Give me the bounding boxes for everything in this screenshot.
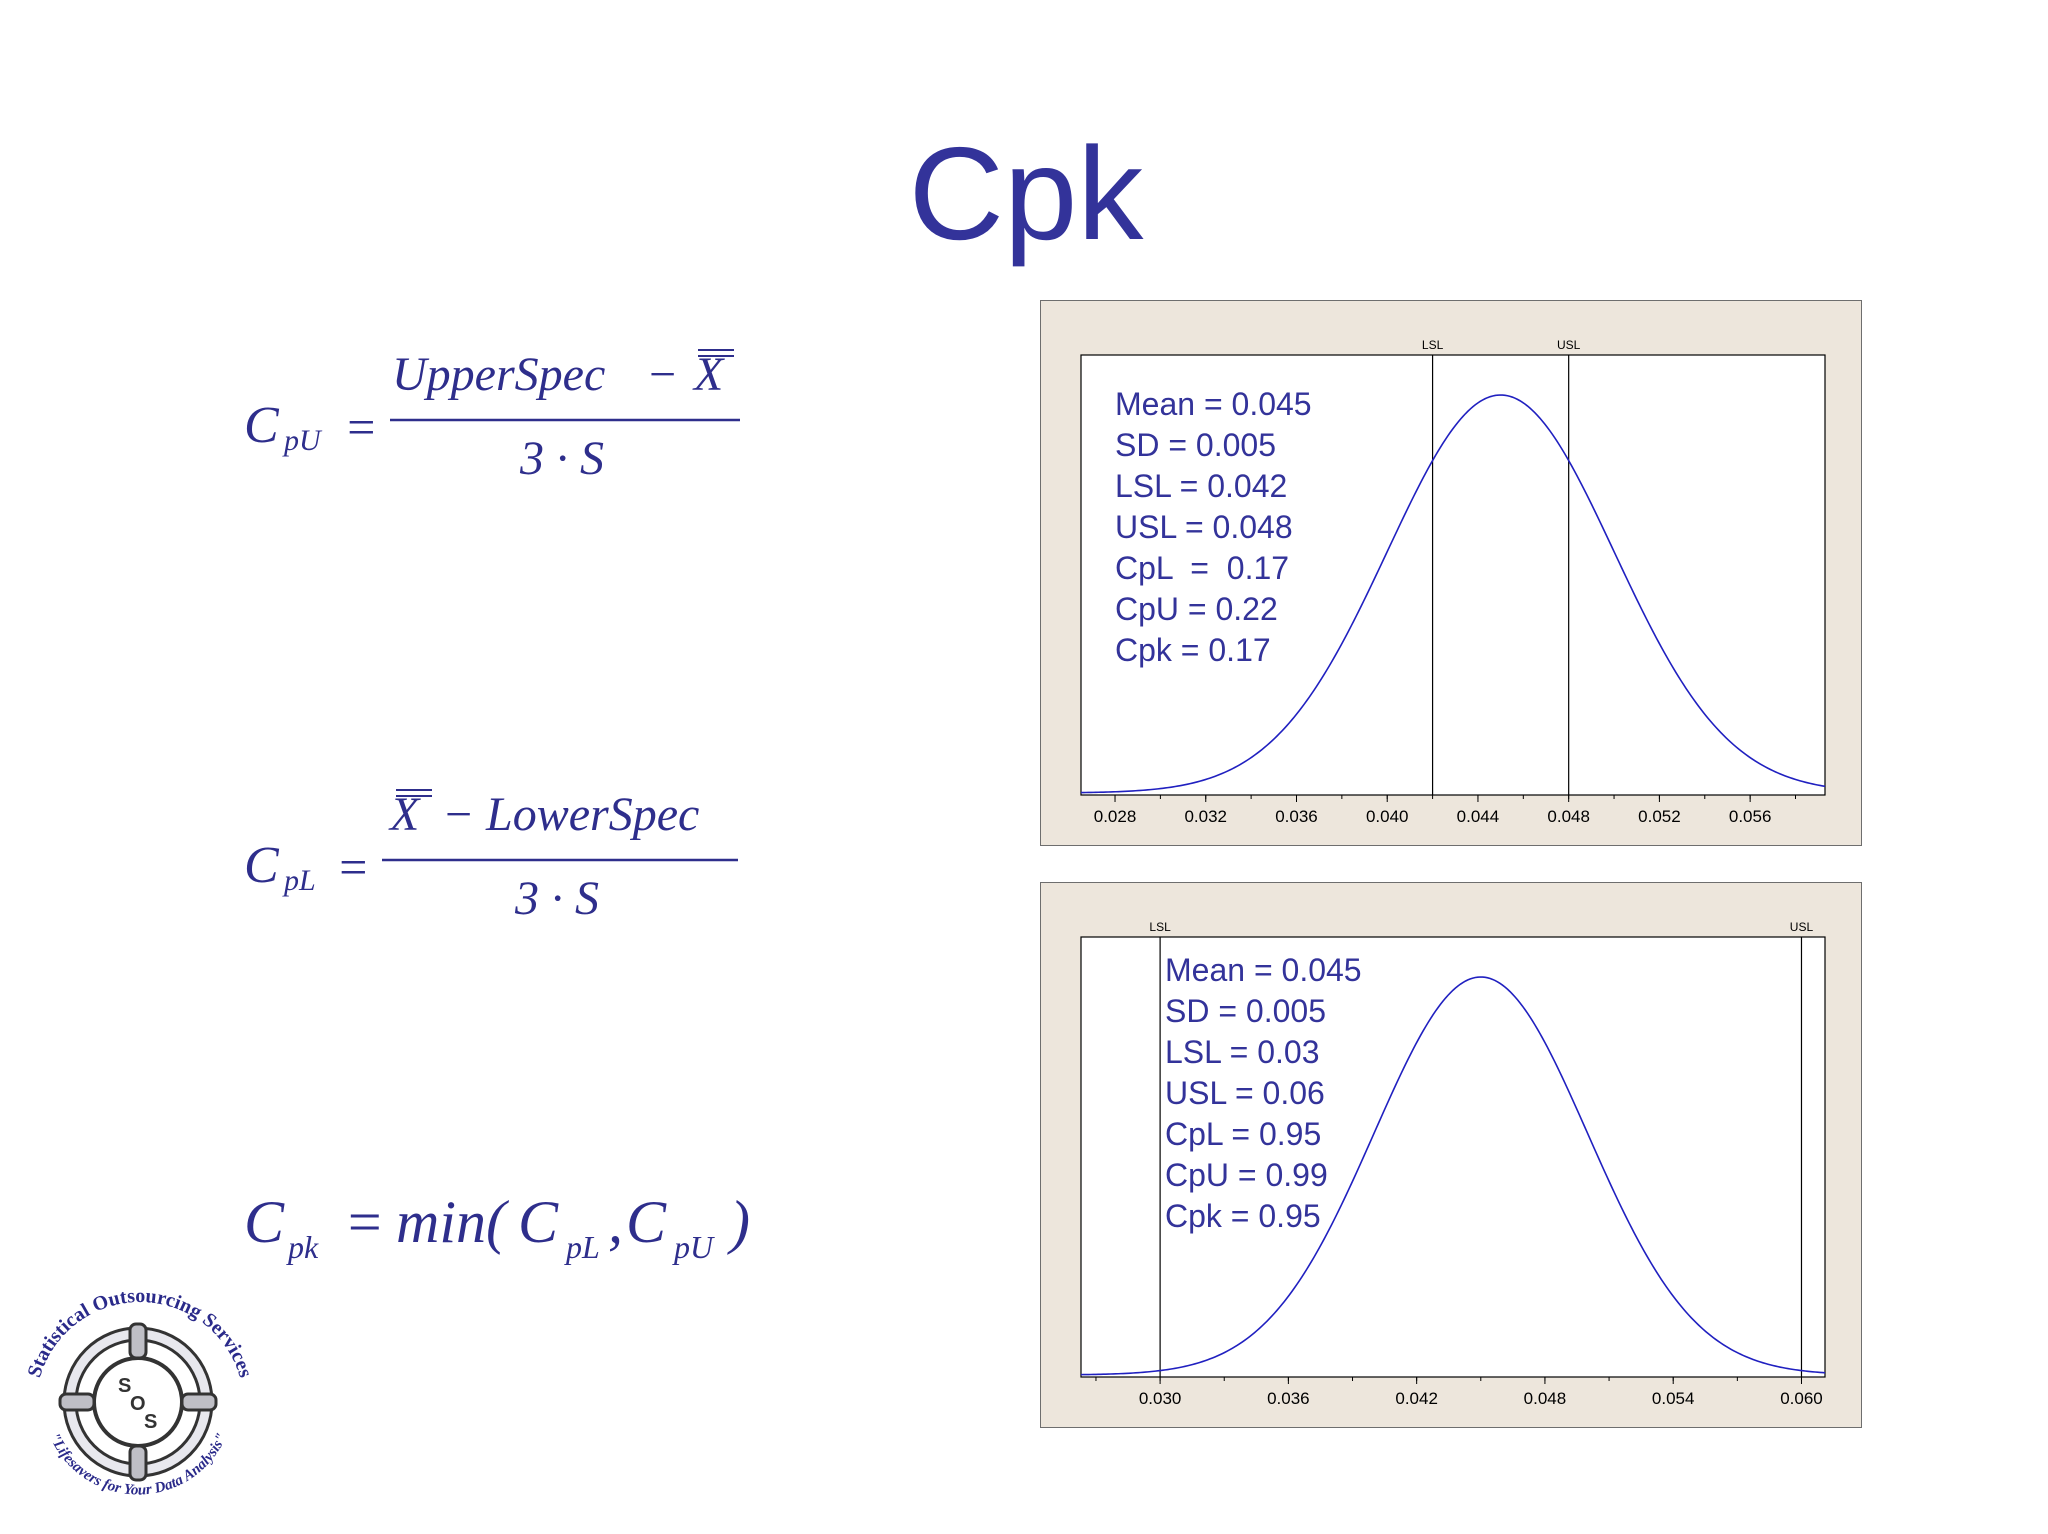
stat-annotation: CpL = 0.17 [1115,550,1289,586]
x-tick-label: 0.048 [1524,1389,1567,1408]
stat-annotation: USL = 0.048 [1115,509,1293,545]
logo-letter-s2: S [144,1411,157,1433]
formula-cpl: C pL = X − LowerSpec 3 · S [244,788,738,925]
stat-annotation: SD = 0.005 [1165,993,1326,1029]
x-tick-label: 0.032 [1184,807,1227,826]
cpk-min-func: min( [396,1189,510,1255]
x-tick-label: 0.036 [1275,807,1318,826]
logo-letter-o: O [130,1393,146,1415]
x-tick-label: 0.040 [1366,807,1409,826]
cpu-numerator-op: − [646,348,678,401]
reference-label-lsl: LSL [1422,338,1444,352]
x-tick-label: 0.030 [1139,1389,1182,1408]
cpu-numerator-left: UpperSpec [392,348,605,401]
cpk-arg1-c: C [518,1189,559,1255]
sos-logo: Statistical Outsourcing Services "Lifesa… [23,1285,256,1499]
cpl-equals: = [336,839,370,895]
cpl-denominator: 3 · S [514,872,599,925]
density-curve [1080,394,1826,794]
cpk-comma: , [608,1189,623,1255]
x-tick-label: 0.054 [1652,1389,1695,1408]
x-tick-label: 0.048 [1547,807,1590,826]
stat-annotation: USL = 0.06 [1165,1075,1325,1111]
lifebuoy-icon [58,1322,218,1482]
cpu-equals: = [344,399,378,455]
cpk-lhs-sub: pk [286,1229,319,1265]
logo-letter-s1: S [118,1375,131,1397]
cpl-lhs-c: C [244,837,280,894]
stat-annotation: LSL = 0.03 [1165,1034,1320,1070]
cpu-lhs-sub: pU [282,424,323,457]
cpl-numerator-right: LowerSpec [485,788,699,841]
stat-annotation: SD = 0.005 [1115,427,1276,463]
cpk-lhs-c: C [244,1189,285,1255]
x-tick-label: 0.056 [1729,807,1772,826]
x-tick-label: 0.044 [1457,807,1500,826]
stat-annotation: Mean = 0.045 [1165,952,1362,988]
chart-panel-1: 0.028 0.032 0.036 0.040 0.044 0.048 0.052 0.056… [1040,300,1862,846]
density-curve [1080,976,1826,1376]
stat-annotation: Cpk = 0.17 [1115,632,1271,668]
slide-title: Cpk [908,120,1144,267]
reference-label-usl: USL [1790,920,1814,934]
reference-label-usl: USL [1557,338,1581,352]
x-tick-label: 0.042 [1395,1389,1438,1408]
cpu-lhs-c: C [244,397,280,454]
stat-annotation: CpU = 0.99 [1165,1157,1328,1193]
chart-panel-2: 0.030 0.036 0.042 0.048 0.054 0.060 LSL USL Mean… [1040,882,1862,1428]
cpk-arg2-sub: pU [672,1229,715,1265]
stat-annotation: LSL = 0.042 [1115,468,1287,504]
stat-annotation: CpU = 0.22 [1115,591,1278,627]
x-tick-label: 0.028 [1094,807,1137,826]
formula-cpk: C pk = min( C pL , C pU ) [244,1189,750,1265]
stat-annotation: CpL = 0.95 [1165,1116,1321,1152]
cpk-arg1-sub: pL [564,1229,600,1265]
plot-area [1080,936,1826,1378]
cpl-lhs-sub: pL [282,864,316,897]
formula-cpu: C pU = UpperSpec − X 3 · S [244,348,740,485]
x-tick-label: 0.036 [1267,1389,1310,1408]
cpk-arg2-c: C [626,1189,667,1255]
chart-2: 0.030 0.036 0.042 0.048 0.054 0.060 LSL USL Mean… [1080,920,1826,1408]
cpl-numerator-op: − [442,788,474,841]
chart-1: 0.028 0.032 0.036 0.040 0.044 0.048 0.052 0.056… [1080,338,1826,826]
cpk-equals: = [344,1189,385,1255]
cpu-denominator: 3 · S [519,432,604,485]
cpk-close-paren: ) [727,1189,750,1255]
x-tick-label: 0.060 [1780,1389,1823,1408]
stat-annotation: Cpk = 0.95 [1165,1198,1321,1234]
stat-annotation: Mean = 0.045 [1115,386,1312,422]
reference-label-lsl: LSL [1149,920,1171,934]
x-tick-label: 0.052 [1638,807,1681,826]
